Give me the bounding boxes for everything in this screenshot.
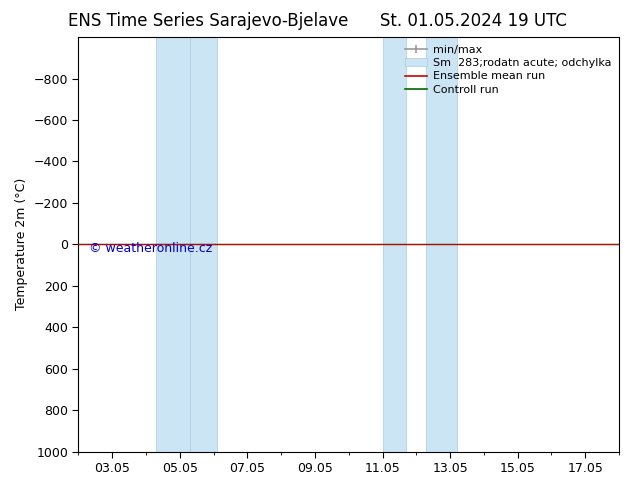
Y-axis label: Temperature 2m (°C): Temperature 2m (°C) xyxy=(15,178,28,311)
Legend: min/max, Sm  283;rodatn acute; odchylka, Ensemble mean run, Controll run: min/max, Sm 283;rodatn acute; odchylka, … xyxy=(401,40,616,99)
Bar xyxy=(382,37,406,452)
Text: ENS Time Series Sarajevo-Bjelave      St. 01.05.2024 19 UTC: ENS Time Series Sarajevo-Bjelave St. 01.… xyxy=(68,12,566,30)
Bar xyxy=(427,37,457,452)
Bar xyxy=(190,37,217,452)
Text: © weatheronline.cz: © weatheronline.cz xyxy=(89,242,212,255)
Bar xyxy=(156,37,190,452)
